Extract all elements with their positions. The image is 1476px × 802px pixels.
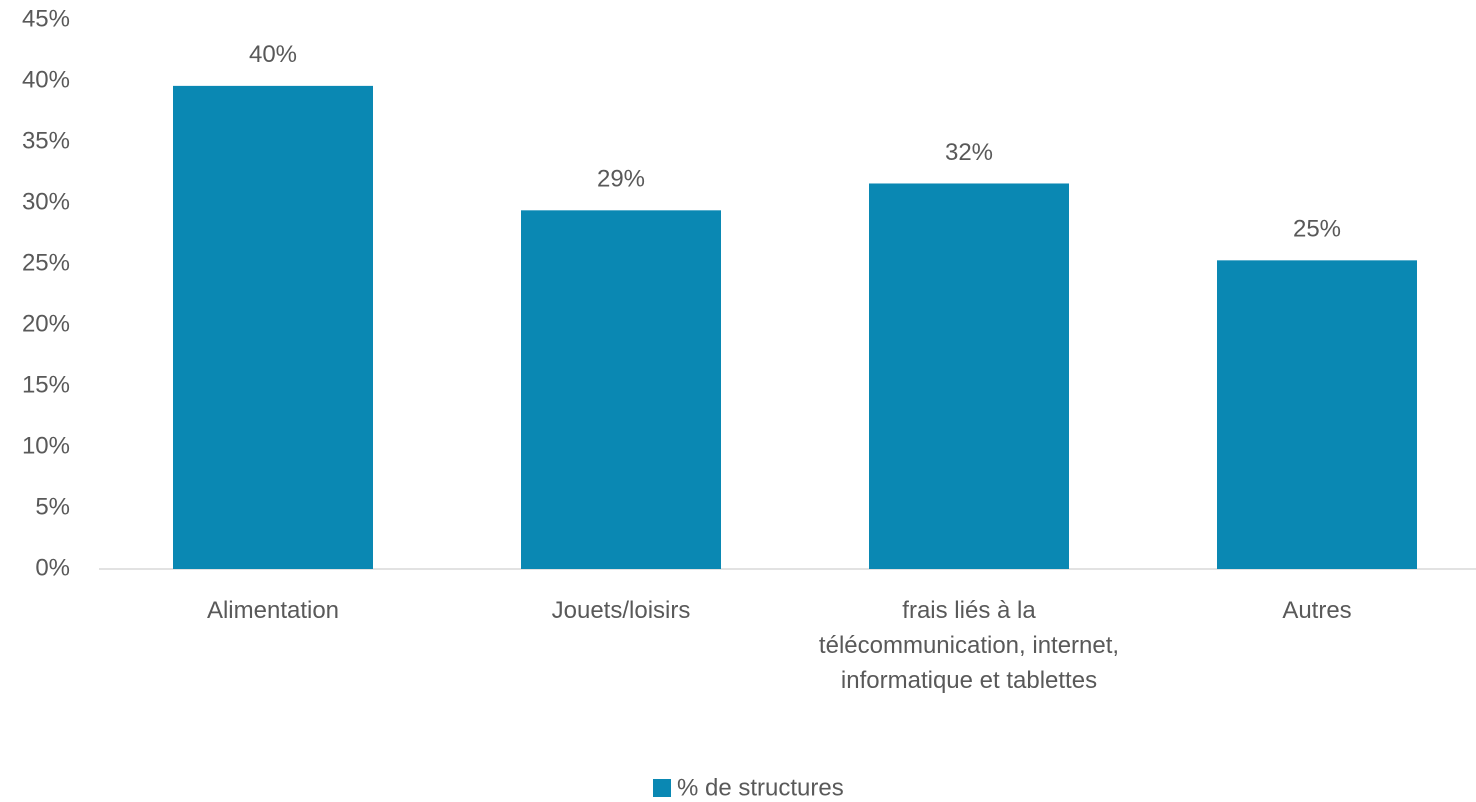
y-tick-label: 30% (22, 188, 70, 215)
y-tick-label: 5% (35, 493, 70, 520)
data-label: 40% (249, 41, 297, 68)
y-tick-label: 35% (22, 127, 70, 154)
y-tick-label: 10% (22, 432, 70, 459)
bar (521, 210, 721, 569)
x-tick-label: Jouets/loisirs (551, 597, 691, 624)
legend-label: % de structures (677, 774, 844, 801)
y-tick-label: 15% (22, 371, 70, 398)
y-tick-label: 0% (35, 554, 70, 581)
x-tick-label: frais liés à la télécommunication, inter… (818, 597, 1133, 694)
y-tick-label: 45% (22, 5, 70, 32)
legend-swatch (653, 779, 671, 797)
data-label: 25% (1293, 216, 1341, 243)
data-label: 29% (597, 166, 645, 193)
bar (869, 183, 1069, 570)
x-tick-label: Autres (1282, 597, 1352, 624)
data-label: 32% (945, 139, 993, 166)
x-tick-label: Alimentation (206, 597, 340, 624)
y-tick-label: 20% (22, 310, 70, 337)
bar (1217, 260, 1417, 569)
y-tick-label: 25% (22, 249, 70, 276)
bar (173, 85, 373, 569)
y-tick-label: 40% (22, 66, 70, 93)
